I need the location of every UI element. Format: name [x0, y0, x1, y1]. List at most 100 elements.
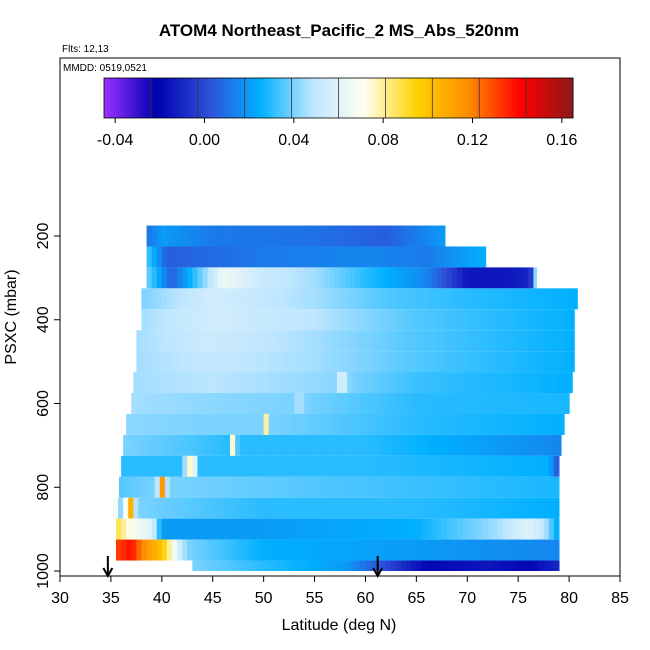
- heatmap-cell: [217, 455, 224, 477]
- heatmap-cell: [365, 518, 372, 540]
- heatmap-cell: [553, 518, 560, 540]
- heatmap-cell: [161, 309, 168, 331]
- colorbar: [103, 77, 574, 119]
- heatmap-cell: [396, 246, 402, 268]
- heatmap-cell: [550, 434, 557, 456]
- heatmap-cell: [220, 476, 227, 498]
- heatmap-cell: [462, 246, 468, 268]
- heatmap-cell: [258, 413, 265, 435]
- heatmap-cell: [248, 413, 255, 435]
- heatmap-cell: [217, 560, 224, 571]
- colorbar-swatch: [271, 78, 276, 118]
- heatmap-cell: [348, 476, 354, 498]
- heatmap-cell: [345, 455, 351, 477]
- heatmap-cell: [207, 330, 214, 352]
- heatmap-cell: [314, 246, 321, 268]
- heatmap-cell: [268, 413, 275, 435]
- heatmap-cell: [508, 539, 514, 561]
- heatmap-cell: [550, 497, 557, 519]
- heatmap-cell: [541, 476, 548, 498]
- heatmap-cell: [265, 497, 272, 519]
- heatmap-cell: [370, 455, 377, 477]
- heatmap-cell: [134, 476, 141, 498]
- heatmap-cell: [403, 497, 409, 519]
- heatmap-cell: [383, 476, 390, 498]
- heatmap-cell: [543, 413, 550, 435]
- heatmap-cell: [370, 225, 377, 247]
- heatmap-cell: [174, 372, 180, 394]
- heatmap-cell: [385, 413, 392, 435]
- heatmap-cell: [212, 413, 219, 435]
- heatmap-cell: [489, 497, 496, 519]
- heatmap-cell: [136, 393, 143, 414]
- heatmap-cell: [355, 518, 361, 540]
- heatmap-cell: [212, 351, 219, 373]
- heatmap-cell: [299, 267, 305, 289]
- heatmap-cell: [182, 455, 188, 477]
- heatmap-cell: [215, 476, 222, 498]
- x-tick-label: 60: [357, 590, 375, 607]
- heatmap-cell: [548, 309, 555, 331]
- heatmap-cell: [533, 413, 540, 435]
- heatmap-cell: [276, 476, 283, 498]
- heatmap-cell: [390, 288, 397, 310]
- heatmap-cell: [126, 413, 132, 435]
- heatmap-cell: [421, 309, 428, 331]
- heatmap-cell: [324, 351, 331, 373]
- colorbar-swatch: [224, 78, 229, 118]
- heatmap-cell: [187, 330, 193, 352]
- heatmap-cell: [212, 330, 219, 352]
- colorbar-swatch: [542, 78, 547, 118]
- heatmap-cell: [485, 476, 492, 498]
- heatmap-cell: [284, 288, 290, 310]
- colorbar-swatch: [117, 78, 122, 118]
- heatmap-cell: [314, 330, 321, 352]
- heatmap-cell: [490, 476, 497, 498]
- heatmap-cell: [243, 518, 249, 540]
- heatmap-cell: [487, 267, 494, 289]
- heatmap-cell: [329, 393, 336, 414]
- heatmap-cell: [319, 413, 326, 435]
- heatmap-cell: [299, 393, 305, 414]
- heatmap-cell: [426, 225, 433, 247]
- heatmap-cell: [526, 476, 533, 498]
- heatmap-cell: [441, 309, 448, 331]
- heatmap-cell: [508, 288, 514, 310]
- heatmap-cell: [396, 413, 402, 435]
- heatmap-cell: [375, 351, 382, 373]
- heatmap-cell: [151, 309, 158, 331]
- heatmap-cell: [401, 330, 407, 352]
- heatmap-cell: [331, 497, 338, 519]
- colorbar-swatch: [201, 78, 205, 118]
- heatmap-cell: [477, 288, 484, 310]
- heatmap-cell: [228, 560, 234, 571]
- heatmap-cell: [233, 267, 239, 289]
- heatmap-cell: [441, 225, 446, 247]
- heatmap-cell: [336, 372, 343, 394]
- colorbar-swatch: [465, 78, 470, 118]
- heatmap-cell: [268, 330, 275, 352]
- heatmap-cell: [464, 372, 470, 394]
- heatmap-cell: [158, 434, 165, 456]
- heatmap-cell: [360, 246, 367, 268]
- colorbar-swatch: [294, 78, 299, 118]
- heatmap-cell: [401, 393, 407, 414]
- heatmap-cell: [309, 393, 316, 414]
- heatmap-cell: [523, 351, 529, 373]
- heatmap-cell: [411, 413, 417, 435]
- heatmap-cell: [477, 393, 484, 414]
- heatmap-cell: [224, 372, 231, 394]
- heatmap-cell: [431, 288, 438, 310]
- heatmap-cell: [421, 413, 428, 435]
- heatmap-cell: [497, 539, 504, 561]
- heatmap-cell: [289, 560, 295, 571]
- heatmap-cell: [365, 393, 372, 414]
- heatmap-cell: [159, 476, 166, 498]
- heatmap-cell: [172, 267, 178, 289]
- heatmap-cell: [487, 560, 494, 571]
- heatmap-cell: [548, 351, 555, 373]
- heatmap-cell: [177, 330, 183, 352]
- heatmap-cell: [331, 434, 338, 456]
- colorbar-tick-label: 0.12: [457, 132, 488, 149]
- heatmap-cell: [365, 413, 372, 435]
